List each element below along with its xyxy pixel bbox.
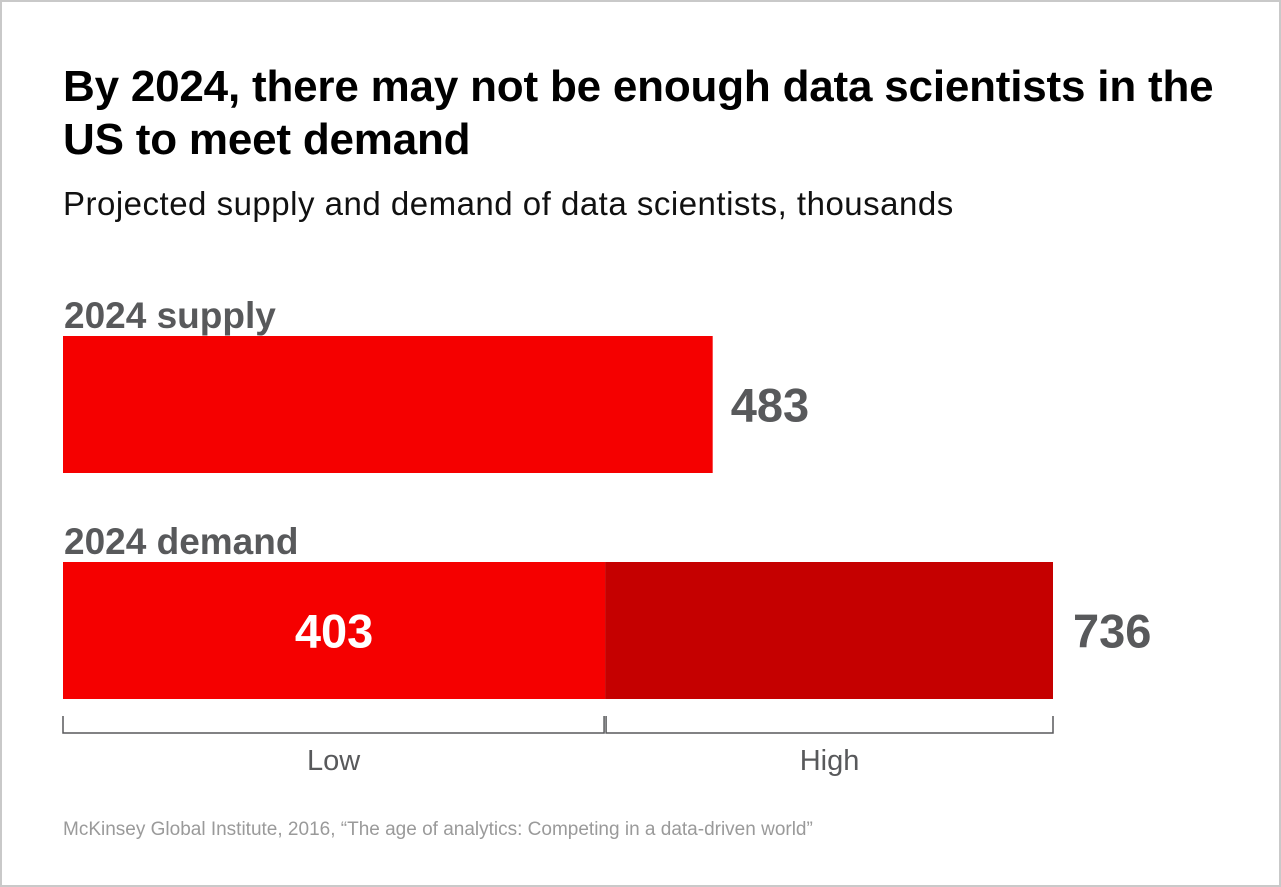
value-label-supply: 483 bbox=[731, 379, 809, 432]
chart-title: By 2024, there may not be enough data sc… bbox=[63, 62, 1214, 164]
bar-supply bbox=[63, 336, 713, 473]
bar-demand-low bbox=[63, 562, 606, 699]
bar-demand-high bbox=[605, 562, 1053, 699]
bracket-label-low: Low bbox=[307, 745, 361, 777]
bracket-label-high: High bbox=[800, 745, 860, 777]
value-label-demand-low: 403 bbox=[295, 605, 373, 658]
value-label-demand-high: 736 bbox=[1073, 605, 1151, 658]
category-label-supply: 2024 supply bbox=[64, 295, 276, 336]
category-label-demand: 2024 demand bbox=[64, 521, 298, 562]
bracket-high bbox=[605, 716, 1054, 734]
chart-subtitle: Projected supply and demand of data scie… bbox=[63, 185, 954, 222]
source-note: McKinsey Global Institute, 2016, “The ag… bbox=[63, 819, 813, 840]
bracket-low bbox=[62, 716, 605, 734]
